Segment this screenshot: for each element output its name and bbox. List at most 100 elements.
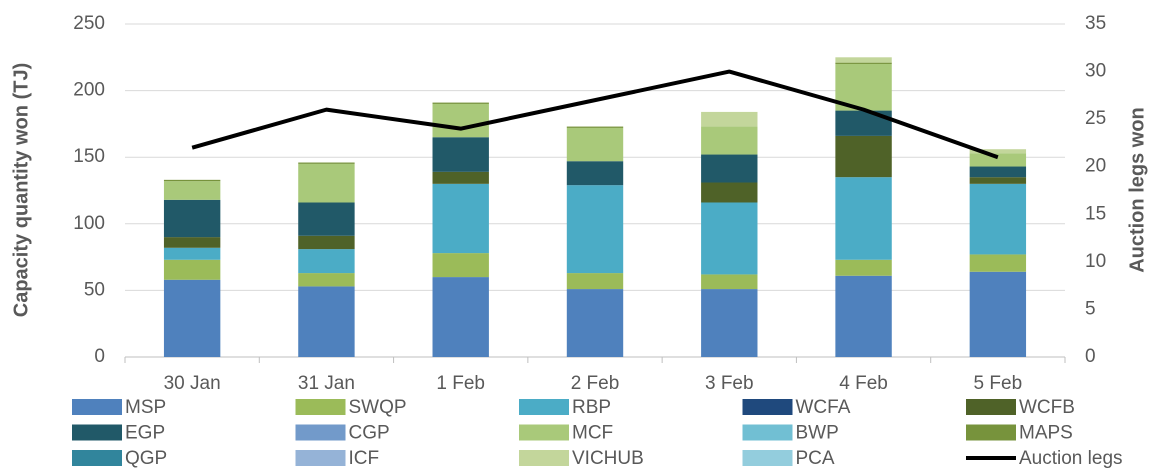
bar-segment xyxy=(969,177,1027,184)
bar-segment xyxy=(432,137,489,172)
bar-segment xyxy=(969,254,1027,272)
bar-segment xyxy=(163,259,221,280)
bar-segment xyxy=(701,126,758,155)
bar-segment xyxy=(566,161,624,186)
bar-segment xyxy=(163,247,221,260)
legend-label: BWP xyxy=(796,423,839,444)
legend-label: VICHUB xyxy=(572,448,644,469)
y-tick-label: 100 xyxy=(73,213,105,234)
bar-segment xyxy=(432,253,489,278)
legend-label: Auction legs xyxy=(1019,448,1123,469)
bar-segment xyxy=(566,289,624,357)
y-tick-label: 0 xyxy=(94,346,105,367)
legend-swatch xyxy=(295,450,346,466)
legend-swatch xyxy=(72,399,122,415)
x-tick-label: 3 Feb xyxy=(705,373,754,394)
y2-tick-label: 25 xyxy=(1085,108,1106,129)
bar-segment xyxy=(298,273,355,287)
y2-axis-title: Auction legs won xyxy=(1126,107,1148,273)
legend-label: QGP xyxy=(125,448,167,469)
bar-segment xyxy=(298,249,355,274)
bar-segment xyxy=(969,166,1027,178)
x-tick-label: 1 Feb xyxy=(436,373,485,394)
bar-segment xyxy=(163,279,221,357)
bar-segment xyxy=(298,163,355,203)
y-tick-label: 200 xyxy=(73,80,105,101)
legend-swatch xyxy=(295,399,346,415)
bar-segment xyxy=(835,57,892,63)
bar-segment xyxy=(701,154,758,183)
legend-swatch xyxy=(519,399,569,415)
x-tick-label: 2 Feb xyxy=(571,373,620,394)
bar-segment xyxy=(969,271,1027,357)
bar-segment xyxy=(969,149,1027,154)
x-tick-label: 5 Feb xyxy=(974,373,1023,394)
bar-segment xyxy=(432,171,489,184)
bar-segment xyxy=(835,275,892,357)
bar-segment xyxy=(298,235,355,250)
y2-tick-label: 15 xyxy=(1085,203,1106,224)
bar-segment xyxy=(432,183,489,254)
y-tick-label: 150 xyxy=(73,146,105,167)
legend-label: EGP xyxy=(125,423,165,444)
x-tick-label: 30 Jan xyxy=(164,373,221,394)
bar-segment xyxy=(432,103,489,138)
legend-swatch xyxy=(742,450,793,466)
bar-segment xyxy=(163,179,221,182)
bar-segment xyxy=(701,182,758,203)
bar-segment xyxy=(163,237,221,248)
legend-swatch xyxy=(72,424,122,441)
bar-segment xyxy=(163,199,221,238)
legend-label: RBP xyxy=(572,397,611,418)
legend-swatch xyxy=(966,399,1016,415)
x-tick-label: 4 Feb xyxy=(839,373,888,394)
y2-tick-label: 5 xyxy=(1085,298,1096,319)
bar-segment xyxy=(701,202,758,275)
bar-segment xyxy=(835,259,892,276)
bar-segment xyxy=(701,111,758,127)
bar-segment xyxy=(566,185,624,274)
legend-label: MAPS xyxy=(1019,423,1073,444)
legend-swatch xyxy=(742,424,793,441)
bar-segment xyxy=(969,183,1027,255)
y-axis-title: Capacity quantity won (TJ) xyxy=(10,63,32,317)
bar-segment xyxy=(566,126,624,128)
bar-segment xyxy=(432,277,489,357)
bar-segment xyxy=(835,177,892,260)
legend-swatch xyxy=(742,399,793,415)
bar-segment xyxy=(969,153,1027,167)
y2-tick-label: 30 xyxy=(1085,61,1106,82)
legend-label: MCF xyxy=(572,423,613,444)
bar-segment xyxy=(298,162,355,164)
legend-label: PCA xyxy=(796,448,835,469)
y2-tick-label: 10 xyxy=(1085,251,1106,272)
legend-swatch xyxy=(295,424,346,441)
legend-swatch xyxy=(519,450,569,466)
legend-swatch xyxy=(72,450,122,466)
bar-segment xyxy=(298,202,355,236)
legend-swatch xyxy=(966,424,1016,441)
x-tick-label: 31 Jan xyxy=(298,373,355,394)
y2-tick-label: 20 xyxy=(1085,156,1106,177)
bar-segment xyxy=(298,286,355,357)
legend-label: WCFB xyxy=(1019,397,1075,418)
bar-segment xyxy=(566,273,624,290)
y2-tick-label: 0 xyxy=(1085,346,1096,367)
y-tick-label: 250 xyxy=(73,13,105,34)
legend-label: SWQP xyxy=(349,397,407,418)
y2-tick-label: 35 xyxy=(1085,13,1106,34)
bar-segment xyxy=(835,62,892,64)
bar-segment xyxy=(566,127,624,162)
line-series xyxy=(191,69,999,160)
bar-segment xyxy=(835,135,892,178)
legend-label: CGP xyxy=(349,423,390,444)
legend-label: MSP xyxy=(125,397,166,418)
legend-swatch xyxy=(519,424,569,441)
bar-segment xyxy=(701,289,758,357)
bar-segment xyxy=(701,274,758,290)
y-tick-label: 50 xyxy=(84,279,105,300)
legend-label: WCFA xyxy=(796,397,851,418)
bar-segment xyxy=(163,181,221,200)
bar-segment xyxy=(835,110,892,136)
